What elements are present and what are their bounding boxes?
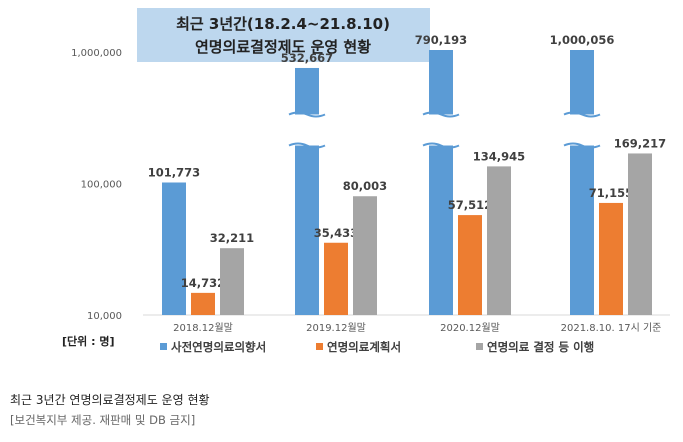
bar-0 — [162, 182, 186, 315]
data-label: 32,211 — [210, 231, 254, 245]
data-label: 169,217 — [614, 136, 666, 150]
data-label: 71,155 — [589, 186, 633, 200]
data-label: 57,512 — [448, 198, 492, 212]
chart: 최근 3년간(18.2.4~21.8.10) 연명의료결정제도 운영 현황 1,… — [62, 8, 670, 354]
title-box-background — [137, 8, 430, 62]
data-label: 80,003 — [343, 179, 387, 193]
bar-1 — [458, 215, 482, 315]
axis-break-mark — [563, 111, 601, 118]
legend-swatch — [160, 343, 167, 350]
y-tick-label: 10,000 — [87, 311, 122, 322]
bar-2 — [487, 166, 511, 315]
legend-swatch — [316, 343, 323, 350]
bar-0-lower — [295, 145, 319, 315]
bar-1 — [191, 292, 215, 315]
legend-label: 연명의료계획서 — [327, 340, 401, 354]
legend-swatch — [476, 343, 483, 350]
axis-break-mark — [288, 142, 326, 149]
legend-label: 연명의료 결정 등 이행 — [487, 340, 594, 354]
x-tick-label: 2018.12월말 — [173, 322, 233, 334]
caption-credit: [보건복지부 제공. 재판매 및 DB 금지] — [10, 413, 196, 427]
data-label: 532,667 — [281, 51, 333, 65]
unit-label: [단위 : 명] — [62, 334, 114, 348]
bar-0-lower — [570, 145, 594, 315]
chart-title: 최근 3년간(18.2.4~21.8.10) — [176, 15, 390, 33]
bar-2 — [220, 248, 244, 315]
bar-0-upper — [429, 50, 453, 115]
axis-break-mark — [563, 142, 601, 149]
x-tick-label: 2021.8.10. 17시 기준 — [561, 322, 662, 334]
bar-0-lower — [429, 145, 453, 315]
legend-label: 사전연명의료의향서 — [171, 340, 266, 354]
bar-0-upper — [295, 67, 319, 115]
x-tick-label: 2019.12월말 — [306, 322, 366, 334]
bar-2 — [353, 196, 377, 315]
data-label: 101,773 — [148, 165, 200, 179]
data-label: 14,732 — [181, 276, 225, 290]
data-label: 790,193 — [415, 33, 467, 47]
bar-1 — [599, 202, 623, 315]
plot-area: 1,000,000 100,000 10,000 2018.12월말 2019.12월말… — [62, 33, 670, 354]
x-tick-label: 2020.12월말 — [440, 322, 500, 334]
chart-title-box: 최근 3년간(18.2.4~21.8.10) 연명의료결정제도 운영 현황 — [137, 8, 430, 62]
caption-title: 최근 3년간 연명의료결정제도 운영 현황 — [10, 393, 210, 407]
y-tick-label: 100,000 — [81, 180, 122, 191]
chart-subtitle: 연명의료결정제도 운영 현황 — [195, 38, 371, 56]
data-label: 35,433 — [314, 226, 358, 240]
y-tick-label: 1,000,000 — [71, 48, 122, 59]
axis-break-mark — [422, 142, 460, 149]
axis-break-mark — [288, 111, 326, 118]
bar-0-upper — [570, 50, 594, 115]
data-label: 134,945 — [473, 149, 525, 163]
axis-break-mark — [422, 111, 460, 118]
bar-1 — [324, 242, 348, 315]
bar-2 — [628, 153, 652, 315]
data-label: 1,000,056 — [550, 33, 615, 47]
